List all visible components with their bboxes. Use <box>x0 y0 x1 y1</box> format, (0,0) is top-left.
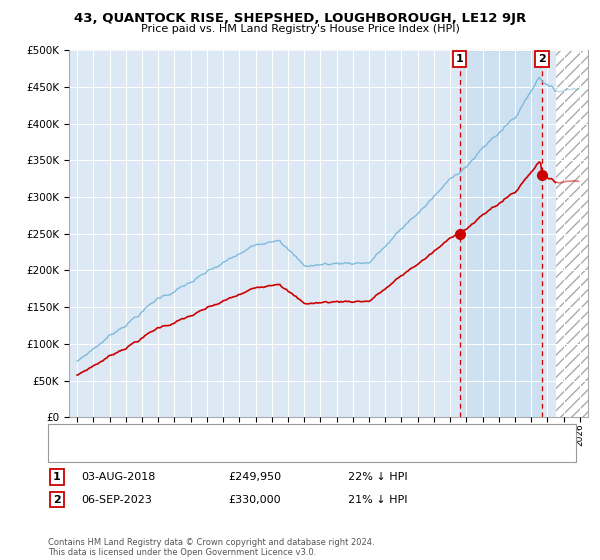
Text: HPI: Average price, detached house, Charnwood: HPI: Average price, detached house, Char… <box>81 446 322 456</box>
Text: Contains HM Land Registry data © Crown copyright and database right 2024.
This d: Contains HM Land Registry data © Crown c… <box>48 538 374 557</box>
Text: 43, QUANTOCK RISE, SHEPSHED, LOUGHBOROUGH, LE12 9JR (detached house): 43, QUANTOCK RISE, SHEPSHED, LOUGHBOROUG… <box>81 430 476 440</box>
Bar <box>556 50 588 417</box>
Text: 22% ↓ HPI: 22% ↓ HPI <box>348 472 407 482</box>
Text: 2: 2 <box>53 494 61 505</box>
Text: £249,950: £249,950 <box>228 472 281 482</box>
Text: ——: —— <box>54 446 67 456</box>
Text: 03-AUG-2018: 03-AUG-2018 <box>81 472 155 482</box>
Text: 1: 1 <box>455 54 463 64</box>
Text: 06-SEP-2023: 06-SEP-2023 <box>81 494 152 505</box>
Text: 2: 2 <box>538 54 546 64</box>
Text: 43, QUANTOCK RISE, SHEPSHED, LOUGHBOROUGH, LE12 9JR: 43, QUANTOCK RISE, SHEPSHED, LOUGHBOROUG… <box>74 12 526 25</box>
Bar <box>460 50 542 417</box>
Text: £330,000: £330,000 <box>228 494 281 505</box>
Text: Price paid vs. HM Land Registry's House Price Index (HPI): Price paid vs. HM Land Registry's House … <box>140 24 460 34</box>
Text: 21% ↓ HPI: 21% ↓ HPI <box>348 494 407 505</box>
Text: 1: 1 <box>53 472 61 482</box>
Text: ——: —— <box>54 430 67 440</box>
Bar <box>556 50 588 417</box>
